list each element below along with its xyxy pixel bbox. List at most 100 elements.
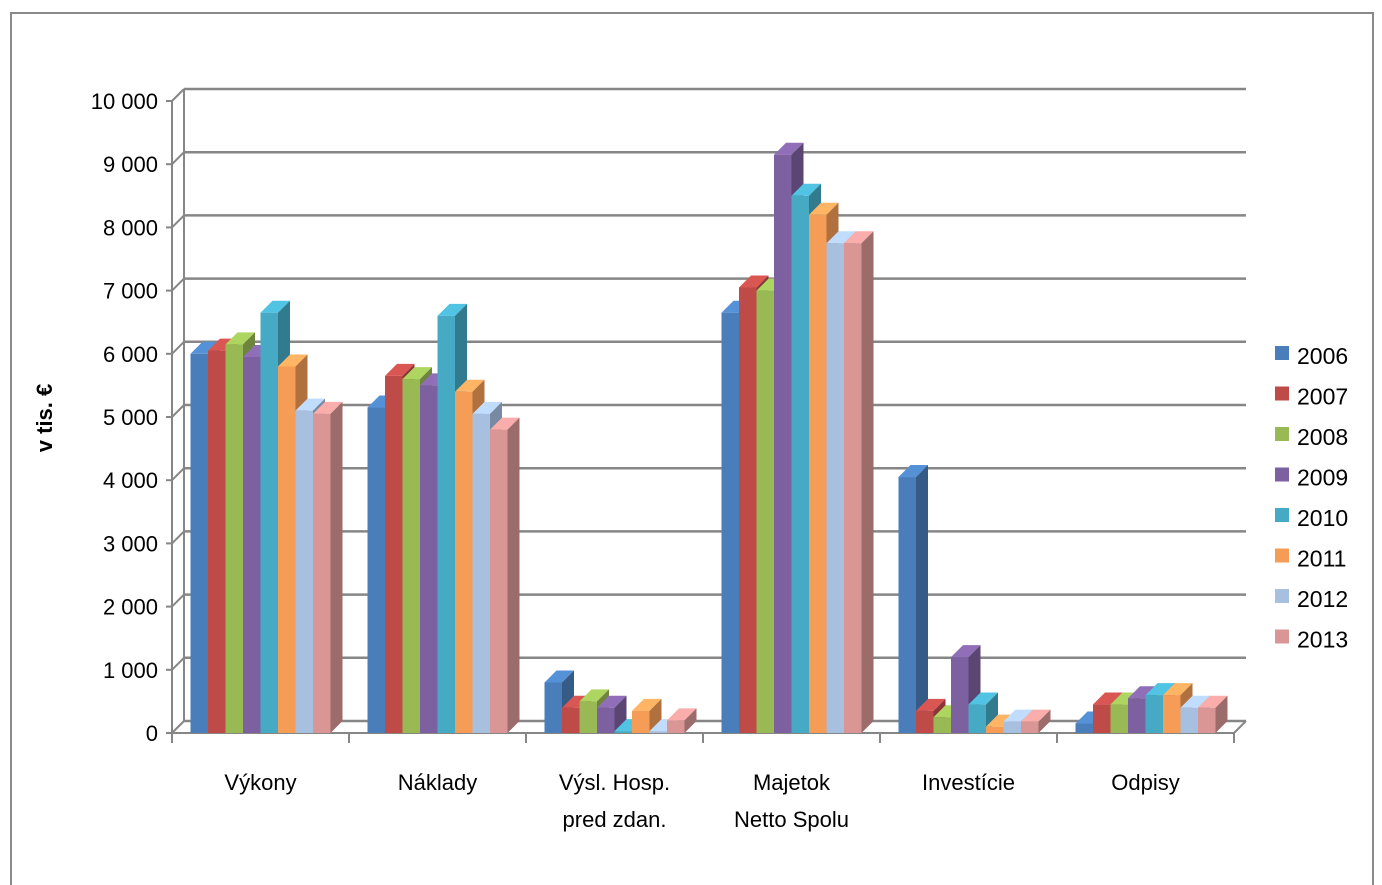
bar-front	[739, 287, 757, 733]
bar-front	[614, 731, 632, 733]
legend-label: 2010	[1297, 505, 1348, 531]
bar	[632, 698, 662, 733]
bar-front	[420, 385, 438, 733]
bar-front	[986, 726, 1004, 733]
bar	[1198, 695, 1228, 733]
y-tick-label: 6 000	[103, 342, 158, 367]
axes	[166, 89, 1247, 743]
bar-top	[1093, 692, 1123, 705]
legend-swatch	[1275, 427, 1289, 441]
bar-front	[649, 731, 667, 733]
gridline-depth	[171, 467, 185, 481]
legend-swatch	[1275, 508, 1289, 522]
y-tick-label: 8 000	[103, 215, 158, 240]
bar-front	[1093, 704, 1111, 733]
bar-front	[774, 154, 792, 734]
x-category-label: pred zdan.	[563, 807, 667, 832]
legend-label: 2006	[1297, 343, 1348, 369]
bar-side	[1038, 709, 1051, 733]
legend-label: 2013	[1297, 627, 1348, 653]
y-tick-label: 1 000	[103, 658, 158, 683]
bar-front	[490, 429, 508, 733]
bar-front	[1003, 721, 1021, 733]
x-category-label: Náklady	[398, 770, 477, 795]
y-tick-label: 4 000	[103, 468, 158, 493]
bar-front	[1163, 695, 1181, 733]
legend-swatch	[1275, 548, 1289, 563]
gridline-depth	[171, 88, 185, 102]
bar-top	[597, 695, 627, 708]
bar-front	[951, 657, 969, 733]
bar-side	[916, 465, 928, 733]
y-tick-label: 7 000	[103, 279, 158, 304]
bar-front	[1128, 698, 1146, 733]
floor-edge	[1233, 720, 1247, 734]
bar-front	[1180, 707, 1198, 733]
bar-front	[756, 290, 774, 733]
bar-front	[260, 312, 278, 733]
gridlines	[171, 87, 1246, 734]
bar-top	[774, 142, 804, 155]
chart-frame	[10, 12, 1374, 885]
bar-top	[385, 363, 415, 376]
bar-front	[544, 682, 562, 733]
bar-top	[544, 670, 574, 683]
bar	[898, 465, 928, 733]
bar-front	[295, 410, 313, 733]
bar-front	[826, 243, 844, 733]
bar-top	[951, 645, 981, 658]
x-category-label: Výsl. Hosp.	[559, 770, 670, 795]
bar-front	[313, 413, 331, 733]
legend-label: 2009	[1297, 465, 1348, 491]
bar-top	[844, 231, 874, 244]
bar-top	[1145, 683, 1175, 696]
bar-front	[1075, 723, 1093, 733]
bar-top	[809, 202, 839, 215]
bar-top	[1021, 709, 1051, 722]
bar-side	[1215, 695, 1228, 733]
bar-top	[437, 303, 467, 316]
gridline-depth	[171, 277, 185, 292]
gridline-depth	[171, 151, 185, 165]
x-category-label: Majetok	[753, 770, 831, 795]
legend-swatch	[1275, 629, 1289, 644]
bar-front	[898, 477, 916, 733]
bar-top	[225, 332, 255, 345]
y-tick-label: 5 000	[103, 405, 158, 430]
bar	[1021, 709, 1051, 733]
legend-label: 2012	[1297, 586, 1348, 612]
bar-front	[455, 391, 473, 733]
bar-top	[632, 698, 662, 711]
bar-side	[649, 698, 662, 733]
legend-label: 2007	[1297, 384, 1348, 410]
bar-front	[791, 195, 809, 734]
bar-front	[402, 379, 420, 733]
bar-top	[260, 300, 290, 313]
bar-front	[968, 704, 986, 733]
bar-front	[721, 312, 739, 733]
bar-front	[632, 710, 650, 733]
x-category-label: Výkony	[224, 770, 296, 795]
bar-front	[472, 413, 490, 733]
bar-top	[667, 708, 697, 721]
bar-top	[313, 401, 343, 414]
x-category-label: Investície	[922, 770, 1015, 795]
x-category-labels: Výkony Náklady Výsl. Hosp. pred zdan. Majeto…	[224, 770, 1179, 832]
bar-top	[455, 379, 485, 392]
bar-front	[1198, 707, 1216, 733]
gridline-depth	[171, 720, 185, 734]
y-tick-label: 10 000	[91, 89, 158, 114]
bar-front	[243, 356, 261, 733]
bar-top	[916, 698, 946, 711]
gridline-depth	[171, 593, 185, 608]
bar-front	[562, 707, 580, 733]
x-category-label: Netto Spolu	[734, 807, 849, 832]
y-tick-label: 2 000	[103, 595, 158, 620]
bar-top	[402, 367, 432, 380]
bar-top	[579, 689, 609, 702]
bar-side	[330, 401, 343, 733]
bar	[844, 231, 874, 733]
bar-front	[844, 243, 862, 733]
legend: 2006 2007 2008 2009 2010 2011 2012 2013	[1275, 343, 1348, 653]
bar-front	[385, 375, 403, 733]
